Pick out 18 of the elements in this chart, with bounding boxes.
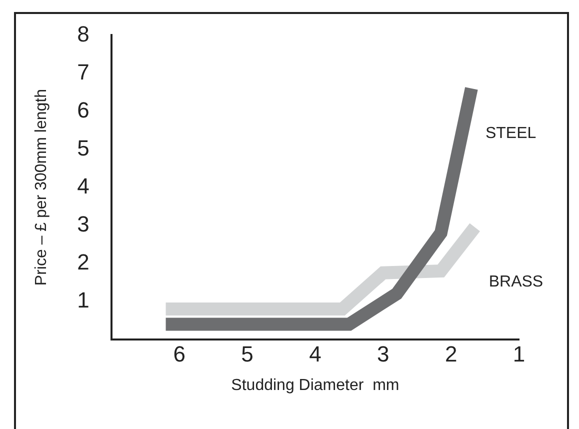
y-tick-label: 1: [77, 287, 90, 312]
x-tick-label: 4: [309, 342, 322, 367]
y-tick-label: 4: [77, 173, 90, 198]
x-tick-label: 1: [512, 342, 526, 367]
y-tick-label: 5: [77, 135, 90, 160]
y-tick-label: 8: [77, 21, 90, 46]
y-tick-label: 6: [77, 97, 90, 122]
y-tick-label: 2: [77, 249, 90, 274]
series-label: STEEL: [485, 125, 536, 142]
y-tick-label: 3: [77, 211, 90, 236]
x-tick-label: 3: [377, 342, 390, 367]
text: BRASS: [488, 274, 544, 291]
x-tick-label: 6: [173, 342, 186, 367]
x-axis-title: Studding Diameter mm: [231, 376, 400, 394]
x-tick-label: 5: [241, 342, 254, 367]
y-tick-label: 7: [77, 59, 90, 84]
x-tick-label: 2: [444, 342, 458, 367]
y-axis-title: Price – £ per 300mm length: [33, 89, 50, 286]
